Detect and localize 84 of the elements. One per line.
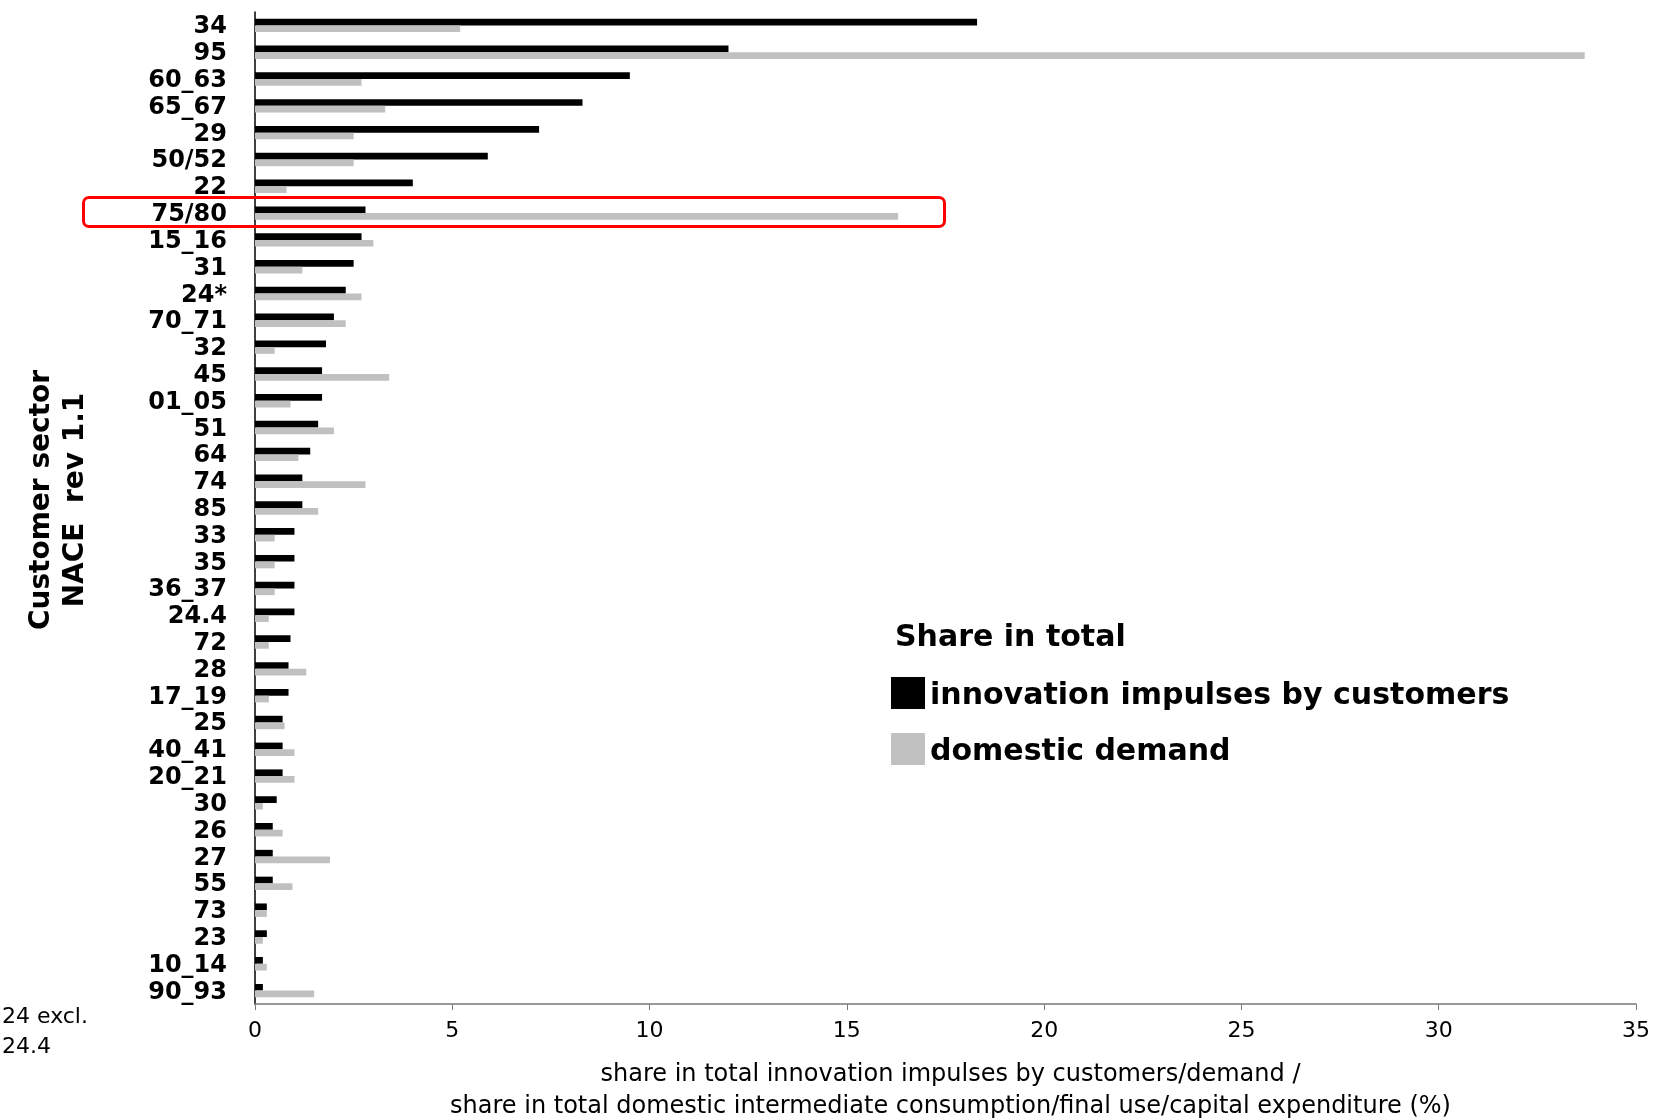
legend-label: domestic demand bbox=[930, 731, 1231, 767]
bar bbox=[255, 508, 319, 515]
y-tick-label: 28 bbox=[193, 654, 227, 683]
bar bbox=[255, 239, 374, 247]
text: 24 excl. 24.4 bbox=[2, 1002, 88, 1058]
bar bbox=[255, 373, 390, 381]
bar bbox=[255, 320, 346, 328]
y-tick-label: 40_41 bbox=[148, 735, 227, 764]
bar bbox=[255, 829, 283, 837]
bar bbox=[255, 159, 354, 167]
x-tick-label: 0 bbox=[248, 1016, 262, 1042]
y-tick-label: 23 bbox=[193, 922, 227, 951]
bar bbox=[255, 936, 263, 944]
bar bbox=[255, 642, 269, 649]
y-tick-label: 36_37 bbox=[148, 574, 227, 603]
bar bbox=[255, 481, 366, 488]
y-tick-label: 20_21 bbox=[148, 762, 227, 791]
y-tick-label: 60_63 bbox=[148, 65, 227, 94]
x-tick-label: 25 bbox=[1227, 1016, 1256, 1042]
bar bbox=[255, 695, 269, 703]
y-tick-label: 55 bbox=[193, 869, 227, 898]
bar bbox=[255, 749, 295, 756]
x-axis-title: share in total innovation impulses by customers/demand / share in total domestic intermediate consumption/final use/capital expenditure (%) bbox=[450, 1059, 1451, 1119]
bar bbox=[255, 79, 362, 86]
y-tick-label: 29 bbox=[193, 118, 227, 147]
bar bbox=[255, 105, 386, 113]
y-tick-label: 34 bbox=[193, 11, 227, 40]
bar bbox=[255, 668, 307, 676]
y-tick-label: 95 bbox=[193, 38, 227, 67]
bar bbox=[255, 186, 287, 193]
bar bbox=[255, 213, 899, 220]
y-tick-label: 75/80 bbox=[151, 199, 227, 228]
y-tick-label: 24* bbox=[181, 279, 228, 308]
bar bbox=[255, 534, 275, 542]
bar bbox=[255, 293, 362, 301]
x-tick-label: 5 bbox=[445, 1016, 460, 1042]
y-tick-label: 30 bbox=[193, 788, 227, 817]
x-tick-label: 15 bbox=[832, 1016, 861, 1042]
legend-title: Share in total bbox=[895, 617, 1126, 653]
y-tick-label: 50/52 bbox=[151, 145, 227, 174]
bar bbox=[255, 883, 293, 891]
y-tick-label: 31 bbox=[193, 252, 227, 281]
y-tick-label: 27 bbox=[193, 842, 227, 871]
x-tick-label: 10 bbox=[635, 1016, 664, 1042]
y-tick-label: 26 bbox=[193, 815, 227, 844]
x-tick-label: 30 bbox=[1424, 1016, 1453, 1042]
bar bbox=[255, 802, 263, 810]
bar bbox=[255, 722, 285, 730]
bar bbox=[255, 347, 275, 354]
bar bbox=[255, 963, 267, 971]
bar bbox=[255, 856, 330, 864]
y-tick-label: 72 bbox=[193, 628, 227, 657]
bar bbox=[255, 52, 1585, 59]
y-tick-label: 33 bbox=[193, 520, 227, 549]
y-tick-label: 85 bbox=[193, 494, 227, 522]
bar bbox=[255, 588, 275, 596]
bar bbox=[255, 615, 269, 622]
y-tick-label: 22 bbox=[193, 172, 227, 201]
x-tick-label: 35 bbox=[1622, 1016, 1650, 1042]
bar bbox=[255, 400, 291, 408]
y-tick-label: 25 bbox=[193, 708, 227, 737]
bar bbox=[255, 25, 461, 33]
x-tick-label: 20 bbox=[1030, 1016, 1059, 1042]
y-tick-label: 51 bbox=[193, 413, 227, 442]
y-axis-title: Customer sector NACE rev 1.1 bbox=[22, 369, 90, 631]
bar bbox=[255, 132, 354, 140]
y-tick-label: 17_19 bbox=[148, 681, 227, 710]
y-tick-label: 32 bbox=[193, 333, 227, 362]
y-tick-label: 64 bbox=[193, 440, 227, 469]
y-tick-label: 01_05 bbox=[148, 386, 227, 415]
legend-label: innovation impulses by customers bbox=[930, 675, 1510, 711]
y-tick-label: 45 bbox=[193, 359, 227, 388]
bar bbox=[255, 776, 295, 783]
bar bbox=[255, 454, 299, 462]
y-tick-label: 10_14 bbox=[148, 949, 227, 978]
y-tick-label: 74 bbox=[193, 467, 227, 496]
y-tick-label: 70_71 bbox=[148, 306, 227, 335]
y-tick-label: 35 bbox=[193, 547, 227, 576]
y-tick-label: 24.4 bbox=[167, 601, 227, 630]
y-tick-label: 15_16 bbox=[148, 225, 227, 254]
bar bbox=[255, 910, 267, 917]
bar bbox=[255, 427, 334, 435]
bar bbox=[255, 561, 275, 569]
y-tick-label: 73 bbox=[193, 896, 227, 925]
